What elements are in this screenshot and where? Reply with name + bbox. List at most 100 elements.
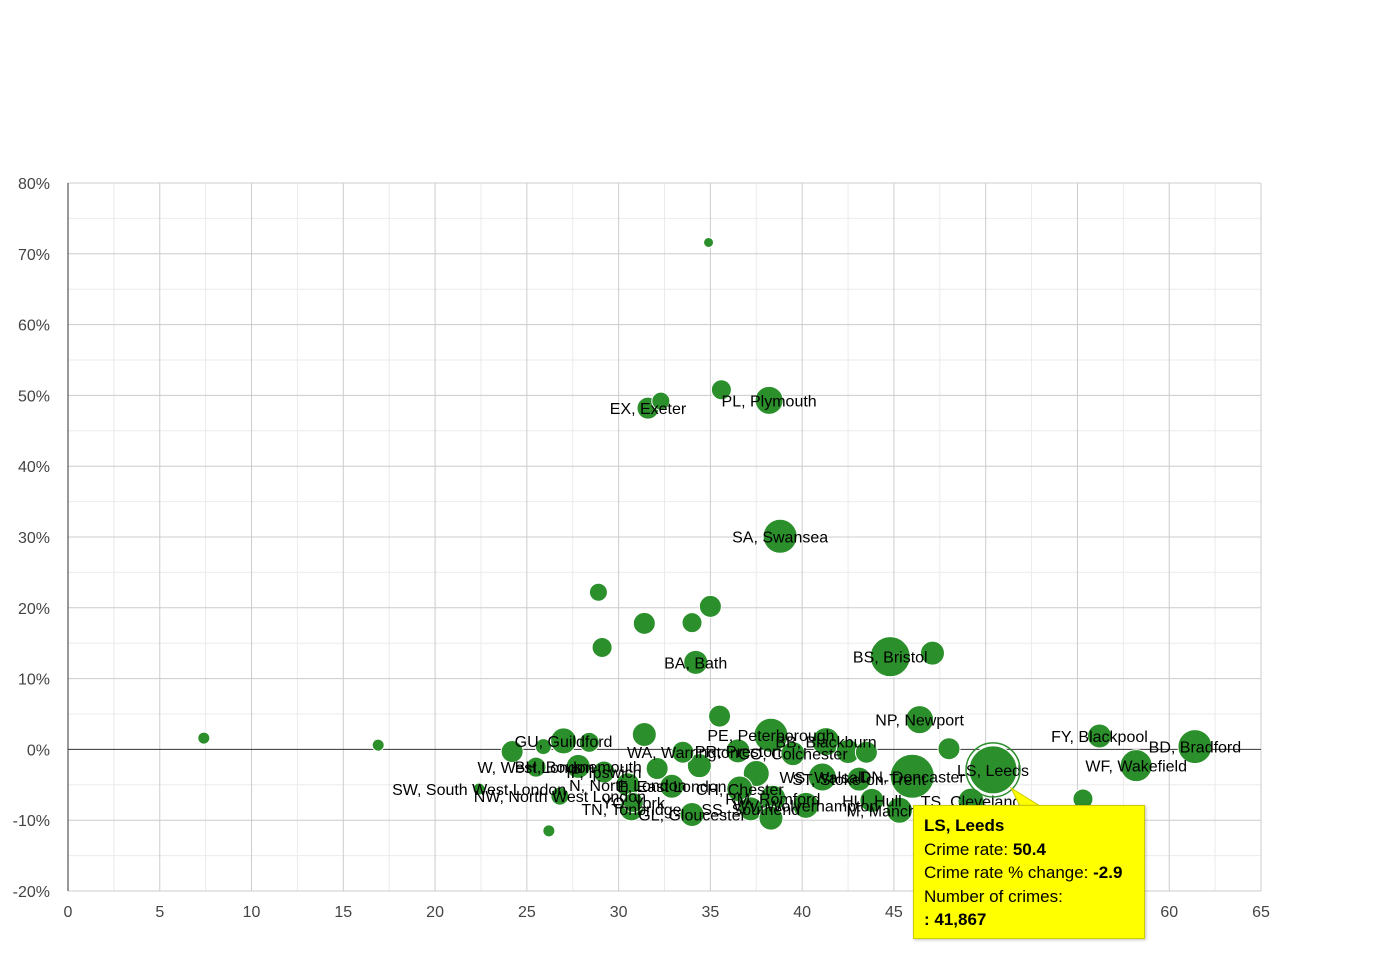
bubble[interactable] [659, 773, 685, 799]
x-tick-label: 0 [64, 904, 73, 921]
bubble[interactable] [937, 737, 961, 761]
tooltip-rate-label: Crime rate: [924, 839, 1009, 859]
bubble[interactable] [854, 740, 878, 764]
bubble-label: SW, South West London [392, 782, 566, 799]
y-tick-label: 60% [18, 318, 50, 335]
bubble-label: PE, Peterborough [707, 728, 834, 745]
bubble[interactable] [710, 379, 732, 401]
y-tick-label: 0% [27, 742, 50, 759]
y-tick-label: 10% [18, 672, 50, 689]
bubble[interactable] [197, 731, 211, 745]
bubble[interactable] [753, 717, 789, 753]
x-tick-label: 25 [518, 904, 536, 921]
bubble[interactable] [525, 756, 547, 778]
bubbles [197, 236, 1213, 838]
y-tick-label: -20% [13, 884, 50, 901]
bubble-label: WV, Wolverhampton [733, 798, 878, 815]
bubble-label: E, East London [617, 779, 726, 796]
bubble-label: YO, York [602, 796, 666, 813]
bubble[interactable] [686, 753, 712, 779]
bubble[interactable] [591, 636, 613, 658]
bubble[interactable] [681, 612, 703, 634]
bubble[interactable] [1177, 729, 1213, 765]
bubble[interactable] [708, 704, 732, 728]
bubble[interactable] [371, 738, 385, 752]
tooltip-change-label: Crime rate % change: [924, 863, 1089, 882]
bubble[interactable] [846, 766, 872, 792]
bubble[interactable] [550, 727, 578, 755]
x-tick-label: 35 [701, 904, 719, 921]
bubble[interactable] [807, 762, 837, 792]
bubble[interactable] [754, 385, 784, 415]
bubble[interactable] [758, 805, 784, 831]
bubble[interactable] [725, 738, 751, 764]
bubble-label: PL, Plymouth [722, 393, 817, 410]
tooltip-rate-value: 50.4 [1012, 839, 1046, 859]
bubble[interactable] [869, 636, 911, 678]
bubble-label: W, West London [477, 760, 594, 777]
bubble[interactable] [472, 782, 486, 796]
tooltip: LS, Leeds Crime rate: 50.4 Crime rate % … [913, 805, 1145, 939]
x-tick-label: 20 [426, 904, 444, 921]
bubble[interactable] [542, 824, 556, 838]
bubble[interactable] [762, 518, 798, 554]
y-tick-label: 30% [18, 530, 50, 547]
bubble[interactable] [622, 792, 644, 813]
bubble[interactable] [645, 757, 669, 781]
bubble[interactable] [1119, 749, 1153, 783]
bubble[interactable] [742, 759, 770, 787]
bubble[interactable] [588, 582, 608, 602]
bubble-label: WA, Warrington [627, 745, 739, 762]
bubble[interactable] [811, 727, 841, 757]
bubble[interactable] [792, 791, 820, 819]
x-tick-label: 5 [155, 904, 164, 921]
bubble[interactable] [550, 786, 570, 806]
bubble-label: HU, Hull [842, 793, 902, 810]
bubble-label: PR, Preston [695, 744, 781, 761]
tooltip-title: LS, Leeds [924, 816, 1005, 835]
highlight-ring [965, 742, 1021, 798]
bubble-label: BH, Bournemouth [515, 759, 642, 776]
bubble[interactable] [631, 722, 657, 748]
x-tick-label: 45 [885, 904, 903, 921]
bubble[interactable] [565, 753, 591, 779]
bubble-label: WF, Wakefield [1085, 759, 1187, 776]
bubble[interactable] [968, 745, 1018, 795]
y-tick-label: 80% [18, 176, 50, 193]
bubble-label: N, North London [569, 778, 686, 795]
bubble-label: NP, Newport [875, 713, 964, 730]
x-tick-label: 15 [334, 904, 352, 921]
bubble[interactable] [889, 753, 935, 799]
bubble[interactable] [919, 640, 945, 666]
bubble[interactable] [905, 705, 935, 735]
bubble[interactable] [703, 236, 715, 248]
bubble[interactable] [592, 760, 616, 784]
y-tick-label: 70% [18, 247, 50, 264]
bubble-label: WS, Walsall [780, 770, 866, 787]
bubble[interactable] [534, 738, 552, 756]
bubble[interactable] [671, 740, 695, 764]
bubble-label: TN, Tonbridge [581, 802, 681, 819]
bubble-labels: PL, Plymouth EX, Exeter SA, Swansea BA, Bat… [392, 393, 1241, 824]
bubble[interactable] [698, 594, 722, 618]
bubble[interactable] [500, 740, 524, 764]
bubble-label: LS, Leeds [957, 763, 1029, 780]
bubble-label: CH, Chester [696, 782, 785, 799]
y-axis: 80% 70% 60% 50% 40% 30% 20% 10% 0% -10% -20% [13, 176, 50, 901]
bubble[interactable] [683, 649, 709, 675]
bubble[interactable] [679, 802, 705, 828]
bubble[interactable] [780, 741, 806, 767]
y-tick-label: 40% [18, 459, 50, 476]
bubble-label: FY, Blackpool [1051, 729, 1148, 746]
y-tick-label: 20% [18, 601, 50, 618]
bubble[interactable] [1086, 723, 1112, 749]
bubble[interactable] [578, 731, 600, 753]
bubble[interactable] [726, 775, 754, 803]
bubble[interactable] [651, 391, 671, 411]
bubble[interactable] [885, 796, 913, 824]
x-tick-label: 65 [1252, 904, 1270, 921]
bubble-label: RM, Romford [725, 791, 820, 808]
bubble[interactable] [632, 611, 656, 635]
bubble[interactable] [859, 787, 885, 813]
